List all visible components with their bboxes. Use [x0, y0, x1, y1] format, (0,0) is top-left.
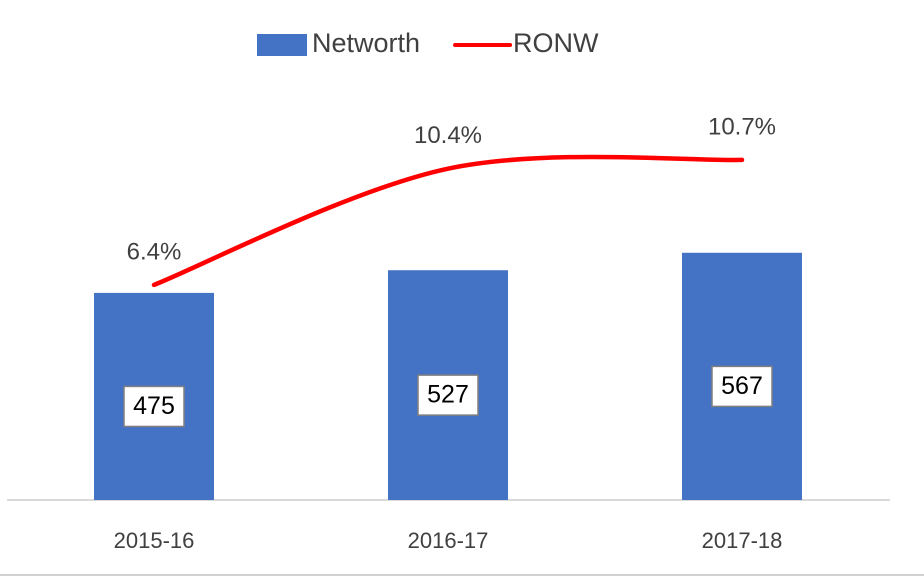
x-tick-label: 2016-17 — [408, 528, 489, 553]
data-label: 567 — [721, 372, 763, 400]
legend-swatch — [257, 34, 307, 56]
legend-label: RONW — [513, 28, 599, 58]
legend-label: Networth — [312, 28, 420, 58]
data-label-box — [711, 365, 773, 408]
data-label: 10.7% — [708, 113, 776, 140]
line — [151, 154, 745, 288]
x-tick-label: 2017-18 — [702, 528, 783, 553]
data-label-box — [417, 374, 479, 416]
data-label: 475 — [133, 392, 175, 420]
data-label: 10.4% — [414, 122, 482, 149]
x-tick-label: 2015-16 — [114, 528, 195, 553]
data-label: 6.4% — [127, 238, 182, 265]
data-label-box — [123, 385, 185, 428]
data-label: 527 — [427, 381, 469, 409]
